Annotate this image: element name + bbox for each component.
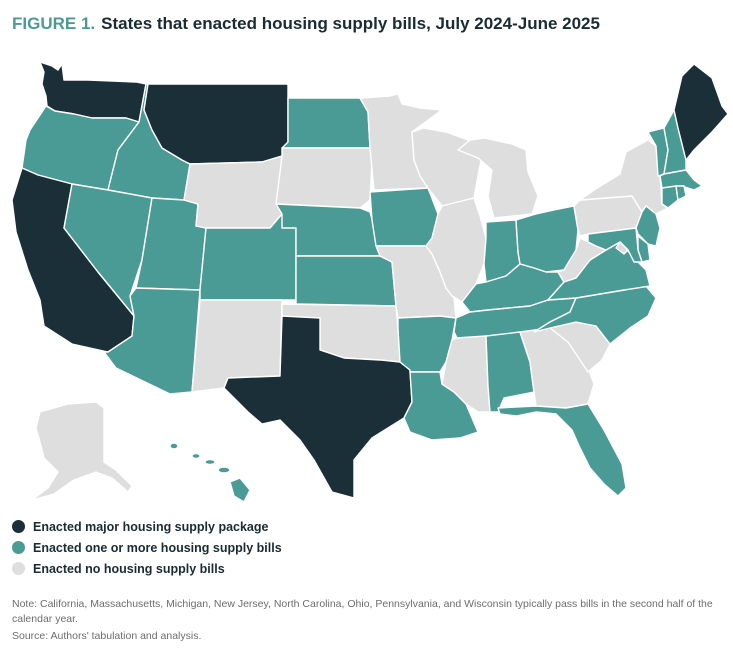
figure-title-text: States that enacted housing supply bills…: [101, 14, 600, 33]
legend-swatch-none: [12, 562, 25, 575]
state-il: [425, 197, 487, 303]
state-tx: [223, 315, 413, 499]
state-me: [673, 63, 729, 161]
state-sd: [275, 147, 373, 209]
state-ak: [31, 401, 133, 501]
us-map: [0, 48, 733, 518]
state-ia: [369, 187, 439, 247]
state-ri: [675, 185, 687, 201]
legend-item-some: Enacted one or more housing supply bills: [12, 537, 282, 558]
footnote: Note: California, Massachusetts, Michiga…: [12, 598, 713, 625]
state-dc: [615, 241, 629, 255]
source-line: Source: Authors' tabulation and analysis…: [12, 630, 202, 642]
state-nd: [281, 97, 371, 149]
legend-item-none: Enacted no housing supply bills: [12, 558, 282, 579]
legend-label-major: Enacted major housing supply package: [33, 519, 269, 534]
state-ks: [295, 255, 397, 307]
legend-swatch-some: [12, 541, 25, 554]
state-mi: [457, 137, 539, 219]
legend-item-major: Enacted major housing supply package: [12, 516, 282, 537]
legend-swatch-major: [12, 520, 25, 533]
figure-title: FIGURE 1. States that enacted housing sup…: [12, 14, 600, 34]
state-wy: [183, 155, 283, 229]
state-fl: [497, 403, 627, 497]
state-hi: [169, 442, 251, 503]
legend-label-none: Enacted no housing supply bills: [33, 561, 225, 576]
state-ct: [661, 185, 679, 209]
legend-label-some: Enacted one or more housing supply bills: [33, 540, 282, 555]
state-nc: [533, 285, 657, 345]
us-map-svg: [11, 61, 729, 503]
legend: Enacted major housing supply package Ena…: [12, 516, 282, 579]
figure-number: FIGURE 1.: [12, 14, 96, 33]
